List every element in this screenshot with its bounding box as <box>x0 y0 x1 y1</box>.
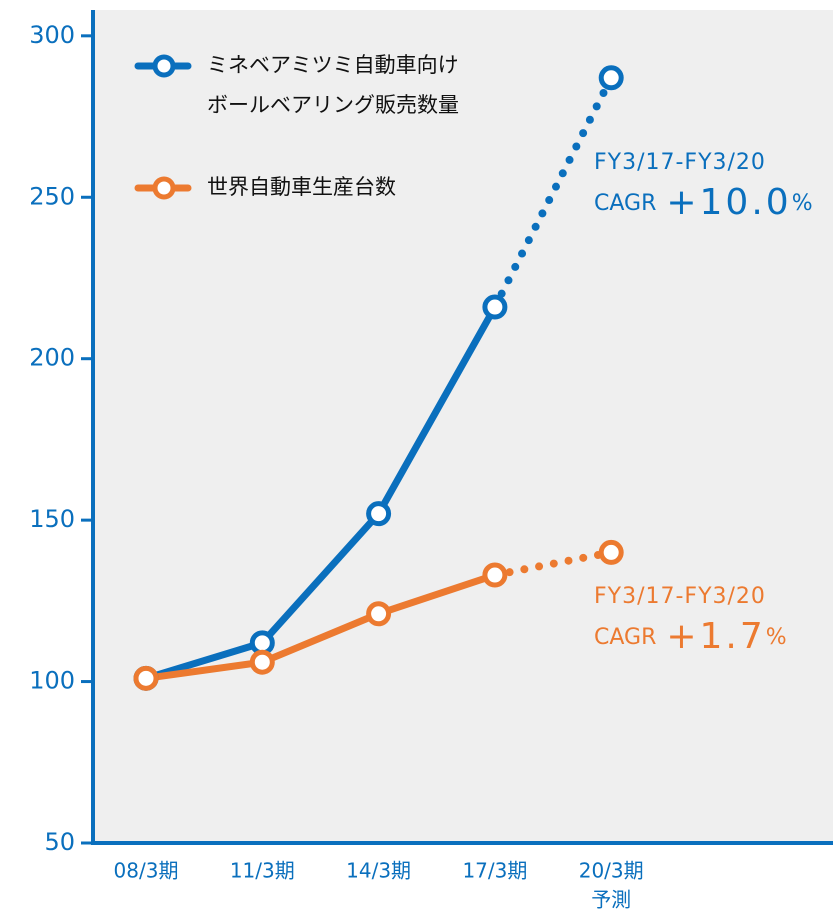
annotation-period: FY3/17-FY3/20 <box>594 150 766 175</box>
annotation-cagr: CAGR +1.7% <box>594 616 787 657</box>
point <box>133 665 159 691</box>
x-tick-label: 11/3期 <box>230 859 295 883</box>
point <box>482 562 508 588</box>
annotation-value: +10.0 <box>666 182 791 223</box>
point <box>482 294 508 320</box>
y-tick-label: 150 <box>29 505 75 533</box>
annotation-cagr: CAGR +10.0% <box>594 182 813 223</box>
point <box>249 649 275 675</box>
annotation-unit: % <box>792 191 813 216</box>
legend-label: 世界自動車生産台数 <box>207 175 396 199</box>
x-tick-label: 17/3期 <box>462 859 527 883</box>
point <box>598 65 624 91</box>
y-tick-label: 50 <box>44 828 75 856</box>
forecast-line <box>490 548 616 580</box>
forecast-line <box>490 73 616 312</box>
x-tick-label: 14/3期 <box>346 859 411 883</box>
series-line <box>145 571 497 682</box>
series-line <box>144 305 498 682</box>
plot-background <box>93 10 833 843</box>
x-tick-label: 08/3期 <box>114 859 179 883</box>
point <box>598 539 624 565</box>
annotation-value: +1.7 <box>666 616 765 657</box>
y-tick-label: 300 <box>29 21 75 49</box>
y-tick-label: 200 <box>29 344 75 372</box>
legend-label: ミネベアミツミ自動車向けボールベアリング販売数量 <box>207 53 459 117</box>
y-tick-label: 250 <box>29 182 75 210</box>
y-tick-label: 100 <box>29 667 75 695</box>
annotation-unit: % <box>766 625 787 650</box>
legend-marker <box>152 54 176 78</box>
x-note: 予測 <box>591 888 631 912</box>
annotation-period: FY3/17-FY3/20 <box>594 584 766 609</box>
point <box>366 501 392 527</box>
legend-marker <box>152 176 176 200</box>
annotation-prefix: CAGR <box>594 191 656 216</box>
x-tick-label: 20/3期 <box>579 859 644 883</box>
point <box>366 601 392 627</box>
annotation-prefix: CAGR <box>594 625 656 650</box>
